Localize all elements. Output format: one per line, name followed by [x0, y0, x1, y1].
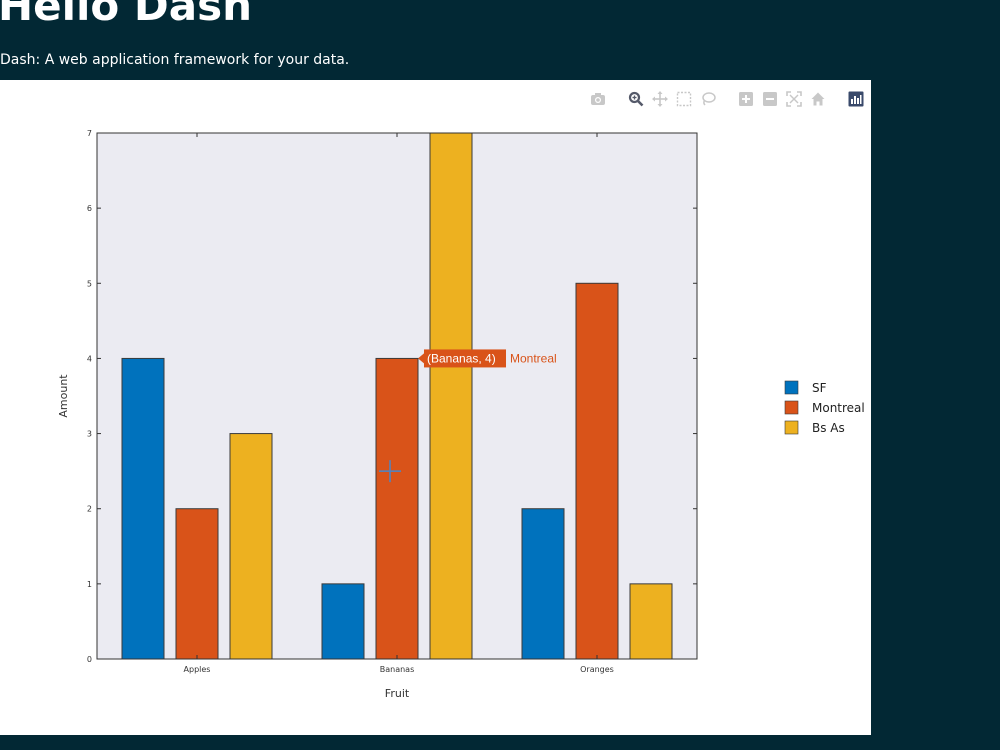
modebar	[583, 89, 865, 109]
y-tick-label: 1	[87, 580, 92, 589]
bar-bs-as-apples	[229, 433, 273, 660]
bar-bs-as-bananas	[429, 132, 473, 660]
lasso-icon[interactable]	[699, 90, 717, 108]
legend-label-montreal: Montreal	[812, 401, 865, 415]
legend-label-bs-as: Bs As	[812, 421, 845, 435]
y-tick-label: 3	[87, 430, 92, 439]
bar-sf-bananas	[321, 583, 365, 660]
y-tick-label: 4	[87, 354, 92, 363]
bar-montreal-apples	[175, 508, 219, 660]
x-axis-title: Fruit	[385, 687, 410, 700]
x-tick-label: Oranges	[580, 665, 614, 674]
bar-montreal-bananas	[375, 357, 419, 660]
plot-frame	[96, 132, 698, 660]
bar-sf-oranges	[521, 508, 565, 660]
y-tick-label: 5	[87, 279, 92, 288]
bar-bs-as-oranges	[629, 583, 673, 660]
zoom-icon[interactable]	[627, 90, 645, 108]
y-axis-title: Amount	[57, 374, 70, 418]
bar-chart[interactable]: 0 1 2 3 4 5 6 7 Apples Bananas Oranges Fruit Amount S…	[0, 80, 871, 735]
y-tick-label: 0	[87, 655, 92, 664]
page-subtitle: Dash: A web application framework for yo…	[0, 52, 350, 68]
y-tick-label: 2	[87, 505, 92, 514]
bar-montreal-oranges	[575, 282, 619, 660]
plotly-logo-icon[interactable]	[847, 90, 865, 108]
legend-swatch-bs-as	[784, 420, 799, 435]
graph-panel: 0 1 2 3 4 5 6 7 Apples Bananas Oranges Fruit Amount S…	[0, 80, 871, 735]
hover-label-box	[424, 349, 506, 368]
page-title: Hello Dash	[0, 0, 253, 30]
zoom-out-icon[interactable]	[761, 90, 779, 108]
camera-icon[interactable]	[589, 90, 607, 108]
y-tick-label: 7	[87, 129, 92, 138]
zoom-in-icon[interactable]	[737, 90, 755, 108]
hover-pointer	[418, 353, 424, 364]
x-tick-label: Apples	[184, 665, 211, 674]
pan-icon[interactable]	[651, 90, 669, 108]
hover-label: (Bananas, 4)	[427, 351, 496, 365]
legend-label-sf: SF	[812, 381, 827, 395]
box-select-icon[interactable]	[675, 90, 693, 108]
bar-sf-apples	[121, 357, 165, 660]
hover-series-name: Montreal	[510, 351, 557, 365]
autoscale-icon[interactable]	[785, 90, 803, 108]
y-tick-label: 6	[87, 204, 92, 213]
reset-axes-icon[interactable]	[809, 90, 827, 108]
x-tick-label: Bananas	[380, 665, 415, 674]
legend-swatch-montreal	[784, 400, 799, 415]
legend-swatch-sf	[784, 380, 799, 395]
